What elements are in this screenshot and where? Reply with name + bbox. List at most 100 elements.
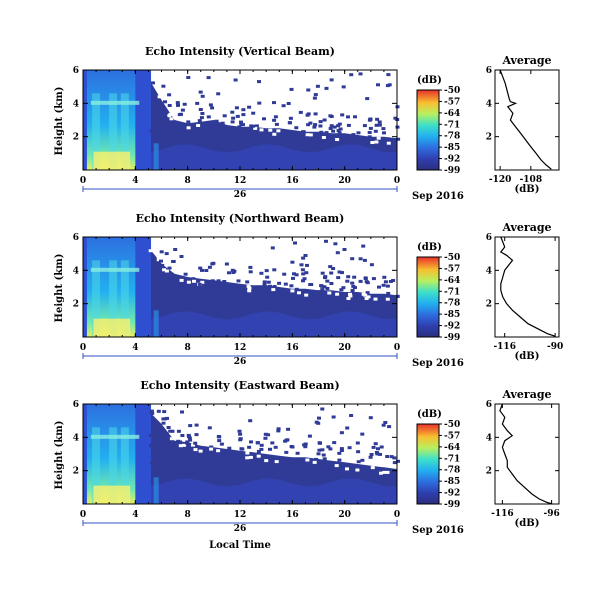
panel-title: Echo Intensity (Eastward Beam) (140, 379, 339, 392)
noise-cell (246, 284, 251, 288)
x-tick-label: 0 (80, 510, 86, 520)
average-panel-vertical: Average 6 4 2 -120 -108 (dB) (486, 54, 560, 195)
noise-cell (277, 281, 282, 285)
y-tick-label: 6 (486, 66, 492, 76)
x-axis-label: (dB) (515, 184, 540, 195)
noise-cell (308, 133, 313, 137)
sparse-echo-cell (342, 248, 347, 251)
sparse-echo-cell (270, 246, 275, 250)
colorbar-tick-label: -92 (444, 489, 460, 499)
profile-plot-area: 6 4 2 -120 -108 (486, 66, 560, 185)
noise-cell (367, 135, 372, 139)
sparse-echo-cell (346, 123, 351, 127)
sparse-echo-cell (216, 279, 221, 283)
sparse-echo-cell (391, 279, 396, 282)
noise-cell (209, 445, 214, 449)
noise-cell (162, 410, 167, 414)
noise-cell (262, 280, 267, 284)
noise-cell (317, 448, 322, 452)
date-month: Sep 2016 (412, 525, 464, 536)
sparse-echo-cell (257, 80, 261, 84)
noise-cell (170, 429, 175, 433)
colorbar-tick-label: -71 (444, 120, 460, 130)
noise-cell (182, 443, 187, 447)
sparse-echo-cell (385, 84, 390, 88)
sparse-echo-cell (216, 92, 221, 96)
heatmap-panel-northward: Echo Intensity (Northward Beam) Height (… (54, 212, 464, 369)
noise-cell (337, 122, 342, 126)
sparse-echo-cell (369, 263, 374, 267)
noise-cell (325, 287, 330, 290)
noise-cell (304, 271, 309, 275)
noise-cell (273, 445, 278, 449)
noise-cell (198, 266, 203, 270)
noise-cell (239, 447, 244, 451)
colorbar-tick-label: -71 (444, 454, 460, 464)
sparse-echo-cell (198, 90, 203, 94)
noise-cell (248, 265, 253, 269)
noise-cell (337, 458, 342, 462)
noise-cell (300, 268, 305, 272)
noise-cell (206, 115, 211, 119)
noise-cell (241, 113, 246, 117)
x-tick-label: 4 (132, 176, 138, 186)
colorbar-tick-label: -50 (444, 253, 460, 263)
colorbar-tick-label: -64 (444, 443, 460, 453)
echo-background (83, 237, 397, 337)
noise-cell (377, 120, 382, 124)
noise-cell (356, 460, 361, 464)
noise-cell (179, 255, 184, 258)
noise-cell (178, 444, 183, 448)
noise-cell (169, 117, 174, 121)
noise-cell (191, 443, 195, 447)
noise-cell (294, 273, 299, 277)
noise-cell (328, 127, 333, 130)
sparse-echo-cell (281, 104, 286, 108)
noise-cell (274, 460, 279, 464)
noise-cell (186, 126, 191, 130)
y-tick-label: 4 (73, 433, 79, 443)
noise-cell (157, 95, 162, 99)
noise-cell (328, 447, 333, 451)
convective-streak (120, 427, 129, 504)
date-month: Sep 2016 (412, 191, 464, 202)
sparse-echo-cell (148, 434, 153, 437)
noise-cell (321, 136, 326, 139)
date-day: 26 (234, 357, 247, 367)
noise-cell (318, 124, 323, 128)
noise-cell (385, 297, 390, 301)
noise-cell (220, 121, 225, 125)
convective-streak (120, 93, 129, 170)
noise-cell (360, 458, 365, 462)
y-tick-label: 4 (486, 99, 492, 109)
noise-cell (304, 293, 309, 297)
noise-cell (371, 277, 376, 281)
sparse-echo-cell (238, 432, 243, 436)
noise-cell (164, 252, 169, 256)
noise-cell (356, 450, 361, 454)
noise-cell (268, 284, 272, 288)
noise-cell (195, 101, 200, 105)
noise-cell (210, 106, 215, 110)
noise-cell (368, 455, 373, 459)
date-day: 26 (234, 190, 247, 200)
noise-cell (284, 450, 289, 454)
noise-cell (297, 291, 301, 295)
noise-cell (290, 289, 295, 293)
plot-frame (494, 236, 560, 338)
noise-cell (239, 122, 244, 126)
convective-streak (109, 427, 118, 504)
x-tick-label: 12 (234, 510, 247, 520)
noise-cell (262, 117, 266, 121)
noise-cell (235, 114, 240, 118)
noise-cell (222, 280, 227, 283)
noise-cell (386, 291, 391, 295)
colorbar-gradient (416, 423, 440, 505)
noise-cell (364, 297, 369, 300)
panel-title: Average (501, 54, 551, 67)
noise-cell (346, 115, 350, 119)
colorbar-tick-label: -78 (444, 132, 460, 142)
x-tick-label: -90 (547, 342, 563, 352)
sparse-echo-cell (276, 429, 281, 433)
noise-cell (385, 470, 390, 474)
